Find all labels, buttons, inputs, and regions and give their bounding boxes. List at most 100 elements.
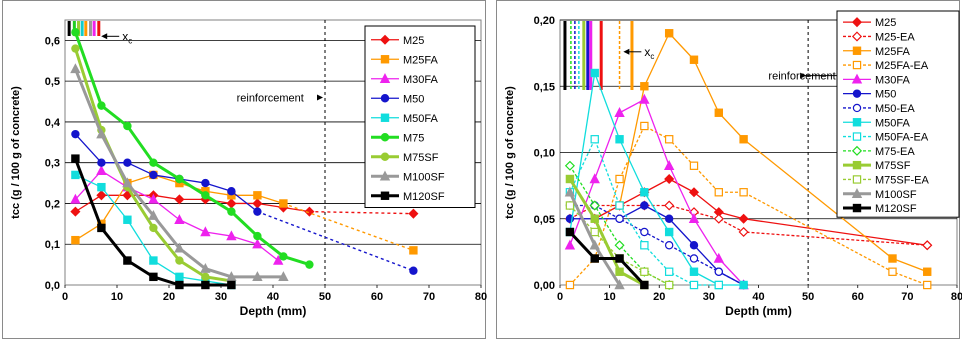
left-xtick-label: 40 [267, 291, 279, 303]
right-point-m25fa-ea [689, 161, 699, 170]
right-xtick-label: 80 [951, 291, 962, 303]
right-point-m30fa [688, 213, 700, 223]
right-series-m120sf [565, 227, 649, 290]
left-point-m50fa [123, 215, 132, 224]
right-point-m75sf-ea [664, 280, 674, 290]
right-x-axis-label: Depth (mm) [725, 304, 792, 318]
right-point-m50fa [590, 68, 599, 78]
right-point-m30fa [663, 160, 675, 170]
left-point-m100sf [148, 210, 159, 220]
right-xtick-label: 20 [653, 291, 665, 303]
left-xtick-label: 20 [163, 291, 175, 303]
right-legend-label: M75SF [875, 160, 911, 172]
left-point-m75 [227, 207, 236, 216]
right-legend-marker-m25fa [852, 46, 862, 55]
right-legend-label: M75-EA [875, 146, 915, 158]
left-legend-marker-m100sf [379, 170, 391, 181]
left-series-extension-m50 [257, 210, 414, 272]
left-series-m75 [71, 28, 314, 269]
chart-right: 0,00 0,05 0,10 0,15 0,20 0 10 20 30 40 50 60 70 80 Dep… [504, 10, 962, 318]
left-point-m25fa [253, 191, 262, 200]
left-point-m30fa [273, 254, 284, 265]
left-legend-label: M75SF [403, 152, 439, 164]
left-xtick-label: 70 [423, 291, 435, 303]
left-series-m30fa [70, 165, 284, 265]
right-point-m25 [664, 173, 675, 185]
right-point-m50-ea [664, 241, 674, 250]
right-point-m50fa [689, 267, 699, 276]
right-legend-label: M120SF [875, 203, 917, 215]
left-ytick-label: 0,1 [45, 239, 60, 251]
right-series-m25-ea [564, 200, 933, 251]
right-point-m25fa-ea [640, 121, 649, 131]
left-point-m75 [201, 191, 210, 200]
left-point-m75 [305, 260, 314, 269]
right-legend-label: M50FA [875, 117, 911, 129]
right-point-m25fa-ea [615, 174, 624, 184]
left-x-axis-label: Depth (mm) [240, 304, 307, 318]
left-point-m25 [70, 206, 81, 217]
left-point-m25 [96, 190, 107, 201]
right-y-axis-label: tcc (g / 100 g of concrete) [504, 86, 516, 219]
right-point-m50-ea [714, 267, 723, 276]
right-point-m50fa [664, 227, 674, 237]
right-point-m50fa-ea [664, 267, 674, 276]
left-point-m30fa [174, 214, 185, 224]
left-point-m120sf [97, 223, 106, 233]
right-point-m30fa [614, 107, 625, 117]
left-point-m75 [123, 121, 132, 131]
right-legend-marker-m100sf [851, 188, 863, 198]
right-point-m50fa-ea [689, 280, 699, 290]
right-point-m50fa-ea [615, 201, 624, 210]
right-annotation-arrowhead [623, 48, 630, 55]
left-point-m100sf [278, 271, 289, 282]
left-point-m50 [97, 158, 106, 167]
left-point-m75 [279, 252, 288, 261]
left-point-m25fa [409, 246, 418, 255]
left-point-m75sf [149, 223, 158, 233]
right-series-line-m50-ea [569, 204, 744, 286]
left-point-m100sf [200, 263, 211, 273]
left-xtick-label: 10 [111, 291, 123, 303]
left-point-m50fa [175, 272, 184, 282]
left-series-extension-m25fa [283, 202, 414, 252]
right-point-m120sf [615, 254, 624, 263]
right-annotation-arrowhead [800, 72, 807, 79]
right-ytick-label: 0,05 [534, 214, 555, 226]
left-point-m25fa [71, 235, 80, 245]
right-point-m50 [640, 201, 649, 210]
left-ytick-label: 0,0 [45, 280, 60, 292]
right-point-m25-ea [738, 226, 749, 238]
right-series-line-m75-ea [569, 165, 670, 286]
right-series-line-m120sf [568, 230, 646, 287]
right-point-m50fa-ea [640, 241, 649, 250]
right-point-m25fa [739, 135, 748, 144]
left-point-m30fa [148, 193, 159, 204]
right-legend-marker-m50 [852, 89, 862, 98]
left-xtick-label: 60 [371, 291, 383, 303]
left-point-m50 [409, 266, 418, 275]
right-annotation-subscript: c [650, 52, 654, 61]
left-point-m100sf [226, 271, 237, 282]
left-legend-marker-m25 [379, 34, 391, 45]
right-legend-label: M75SF-EA [875, 174, 929, 186]
left-point-m75 [149, 158, 158, 167]
right-xtick-label: 60 [852, 291, 864, 303]
left-point-m120sf [175, 280, 184, 290]
chart-left: 0,0 0,1 0,2 0,3 0,4 0,5 0,6 0 10 20 30 40 50 60 70 80 De… [10, 19, 487, 318]
right-point-m50fa-ea [590, 135, 599, 144]
right-point-m30fa [589, 173, 600, 184]
left-legend-marker-m75sf [380, 152, 390, 161]
right-point-m75sf [615, 267, 624, 276]
left-ytick-label: 0,5 [45, 76, 60, 88]
left-point-m120sf [227, 280, 236, 290]
left-legend-label: M75 [403, 132, 424, 144]
right-point-m120sf [565, 227, 575, 237]
right-point-m75sf-ea [590, 227, 599, 237]
right-point-m25fa-ea [664, 135, 674, 144]
left-series-m120sf [71, 154, 236, 290]
right-point-m50fa [615, 135, 624, 144]
right-legend-marker-m50fa-ea [852, 132, 862, 141]
right-point-m50-ea [615, 214, 624, 223]
left-point-m50 [227, 187, 236, 196]
